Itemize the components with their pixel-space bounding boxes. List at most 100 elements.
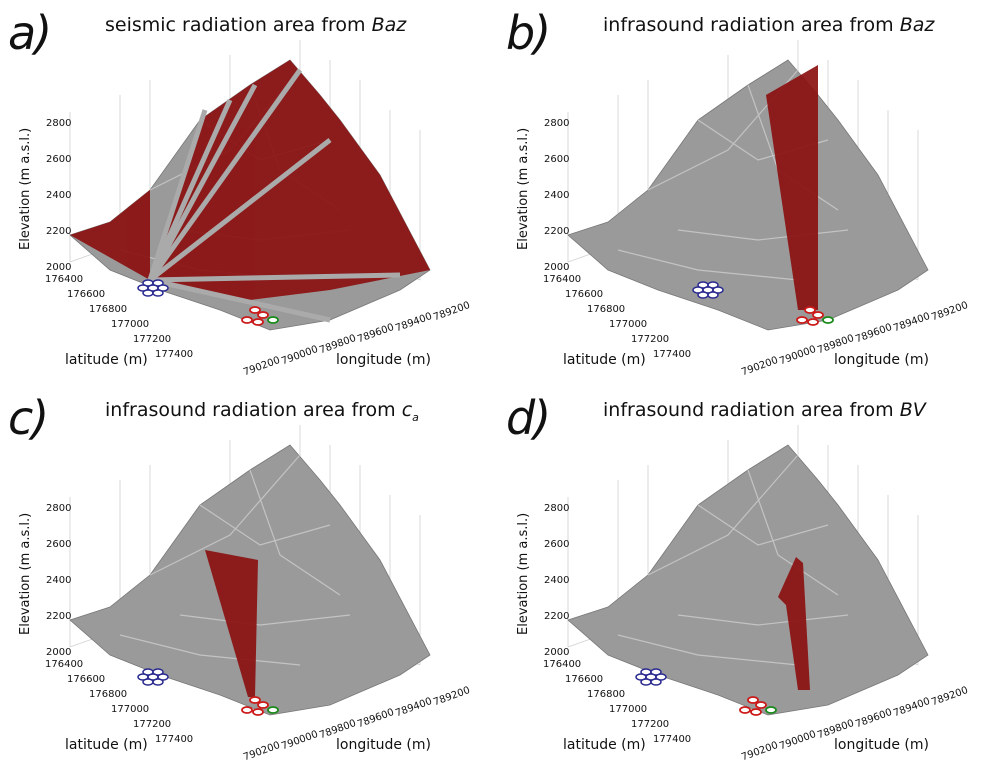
z-tick-label: 2200 <box>46 226 72 237</box>
station-green-icon <box>267 706 279 714</box>
station-red-icon <box>252 318 264 326</box>
lat-tick-label: 177000 <box>609 319 648 330</box>
lat-tick-label: 176400 <box>543 274 582 285</box>
radiation-area <box>766 65 818 310</box>
z-tick-label: 2600 <box>46 154 72 165</box>
z-tick-label: 2600 <box>46 539 72 550</box>
z-tick-label: 2800 <box>544 503 570 514</box>
latitude-axis-label: latitude (m) <box>563 352 646 368</box>
lat-tick-label: 177400 <box>155 734 194 745</box>
z-tick-label: 2600 <box>544 539 570 550</box>
z-tick-label: 2400 <box>544 190 570 201</box>
panel-letter: d) <box>506 391 551 445</box>
lat-tick-label: 176600 <box>67 289 106 300</box>
station-blue-icon <box>157 673 169 681</box>
lat-tick-label: 177200 <box>133 334 172 345</box>
station-red-icon <box>750 708 762 716</box>
panel-letter: b) <box>506 6 551 60</box>
longitude-axis-label: longitude (m) <box>336 737 431 753</box>
longitude-axis-label: longitude (m) <box>336 352 431 368</box>
lat-tick-label: 176400 <box>543 659 582 670</box>
lat-tick-label: 177000 <box>609 704 648 715</box>
station-markers <box>692 281 834 326</box>
station-blue-icon <box>142 289 154 297</box>
terrain-surface <box>567 59 929 331</box>
station-red-icon <box>241 706 253 714</box>
panel-title: infrasound radiation area from ca <box>105 399 419 424</box>
longitude-axis-label: longitude (m) <box>834 737 929 753</box>
terrain-plot <box>69 40 431 331</box>
station-red-icon <box>739 706 751 714</box>
panel-letter: a) <box>8 6 52 60</box>
station-red-icon <box>257 701 269 709</box>
elevation-axis-label: Elevation (m a.s.l.) <box>516 127 531 250</box>
station-blue-icon <box>640 678 652 686</box>
terrain-ridges <box>119 454 351 666</box>
z-tick-label: 2400 <box>46 575 72 586</box>
station-red-icon <box>812 311 824 319</box>
station-blue-icon <box>142 678 154 686</box>
longitude-axis-label: longitude (m) <box>834 352 929 368</box>
z-tick-label: 2000 <box>46 647 72 658</box>
z-tick-label: 2200 <box>544 611 570 622</box>
station-markers <box>635 668 777 716</box>
station-blue-icon <box>152 279 164 287</box>
z-tick-label: 2800 <box>46 118 72 129</box>
z-tick-label: 2400 <box>46 190 72 201</box>
lat-tick-label: 177200 <box>133 719 172 730</box>
panel-title: seismic radiation area from Baz <box>105 14 407 36</box>
lat-tick-label: 176400 <box>45 274 84 285</box>
non-radiation-stripes <box>147 68 401 323</box>
station-green-icon <box>822 316 834 324</box>
lat-tick-label: 176800 <box>89 689 128 700</box>
latitude-axis-label: latitude (m) <box>563 737 646 753</box>
station-blue-icon <box>650 678 662 686</box>
panel-letter: c) <box>8 391 49 445</box>
panel-c: c) infrasound radiation area from ca Ele… <box>0 385 497 770</box>
lat-tick-label: 177200 <box>631 719 670 730</box>
elevation-axis-label: Elevation (m a.s.l.) <box>516 512 531 635</box>
lat-tick-label: 177400 <box>653 734 692 745</box>
lat-tick-label: 177200 <box>631 334 670 345</box>
panel-title: infrasound radiation area from Baz <box>603 14 935 36</box>
lat-tick-label: 176800 <box>587 689 626 700</box>
z-tick-label: 2000 <box>544 262 570 273</box>
lat-tick-label: 177400 <box>155 349 194 360</box>
radiation-area <box>778 557 810 690</box>
station-green-icon <box>765 706 777 714</box>
latitude-axis-label: latitude (m) <box>65 737 148 753</box>
station-blue-icon <box>650 668 662 676</box>
z-tick-label: 2000 <box>46 262 72 273</box>
station-blue-icon <box>152 668 164 676</box>
terrain-ridges <box>617 454 849 666</box>
station-markers <box>137 668 279 716</box>
lat-tick-label: 177400 <box>653 349 692 360</box>
station-red-icon <box>249 306 261 314</box>
lat-tick-label: 176600 <box>565 289 604 300</box>
station-red-icon <box>804 306 816 314</box>
z-tick-label: 2000 <box>544 647 570 658</box>
station-red-icon <box>807 318 819 326</box>
station-blue-icon <box>712 286 724 294</box>
lat-tick-label: 177000 <box>111 704 150 715</box>
station-blue-icon <box>157 284 169 292</box>
station-blue-icon <box>707 291 719 299</box>
terrain-plot <box>69 425 431 716</box>
panel-a: a) seismic radiation area from Baz Eleva… <box>0 0 497 385</box>
terrain-plot <box>567 425 929 716</box>
station-red-icon <box>747 696 759 704</box>
lat-tick-label: 177000 <box>111 319 150 330</box>
station-red-icon <box>257 311 269 319</box>
latitude-axis-label: latitude (m) <box>65 352 148 368</box>
z-tick-label: 2200 <box>544 226 570 237</box>
station-red-icon <box>755 701 767 709</box>
radiation-area <box>205 550 258 697</box>
z-tick-label: 2200 <box>46 611 72 622</box>
z-tick-label: 2400 <box>544 575 570 586</box>
lat-tick-label: 176600 <box>565 674 604 685</box>
lat-tick-label: 176400 <box>45 659 84 670</box>
terrain-plot <box>567 40 929 331</box>
station-red-icon <box>241 316 253 324</box>
station-blue-icon <box>152 289 164 297</box>
lat-tick-label: 176800 <box>587 304 626 315</box>
